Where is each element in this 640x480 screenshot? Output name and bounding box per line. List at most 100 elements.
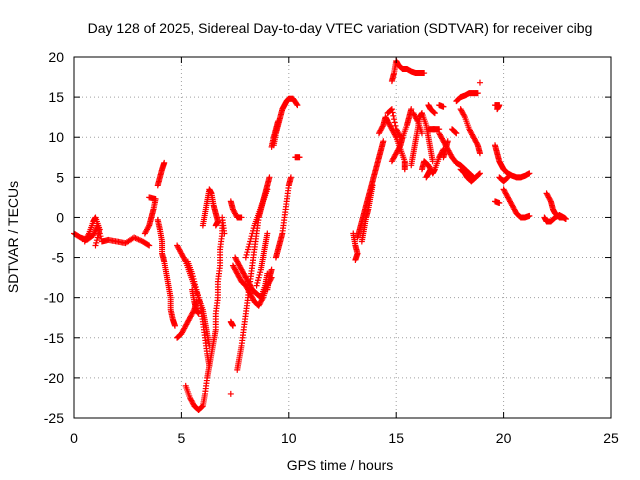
data-point — [275, 118, 282, 125]
data-point — [247, 238, 254, 245]
data-point — [95, 231, 102, 238]
data-point — [145, 223, 152, 230]
data-point — [92, 242, 99, 249]
y-tick-label: 15 — [48, 89, 64, 105]
data-point — [496, 200, 503, 207]
data-point — [264, 186, 271, 193]
data-point — [421, 70, 428, 77]
data-point — [429, 158, 436, 165]
x-tick-label: 25 — [603, 430, 619, 446]
data-point — [199, 403, 206, 410]
data-point — [474, 140, 481, 147]
y-tick-label: -15 — [44, 330, 64, 346]
data-point — [181, 257, 188, 264]
data-point — [390, 112, 397, 119]
data-point — [257, 269, 264, 276]
data-point — [352, 256, 359, 263]
data-point — [418, 130, 425, 137]
data-point — [227, 390, 234, 397]
data-point — [192, 281, 199, 288]
data-point — [293, 101, 300, 108]
y-tick-label: -25 — [44, 410, 64, 426]
y-tick-label: 0 — [56, 209, 64, 225]
x-tick-label: 20 — [496, 430, 512, 446]
data-point — [401, 166, 408, 173]
data-point — [244, 246, 251, 253]
data-point — [427, 166, 434, 173]
x-tick-label: 5 — [178, 430, 186, 446]
x-tick-label: 10 — [281, 430, 297, 446]
data-point — [476, 170, 483, 177]
data-point — [264, 230, 271, 237]
data-point — [391, 116, 398, 123]
data-point — [245, 243, 252, 250]
data-point — [146, 194, 153, 201]
data-point — [212, 222, 219, 229]
data-point — [85, 231, 92, 238]
data-point — [431, 110, 438, 117]
y-tick-labels: -25 -20 -15 -10 -5 0 5 10 15 20 — [44, 49, 64, 426]
data-point — [369, 182, 376, 189]
data-points — [71, 58, 569, 413]
data-point — [391, 119, 398, 126]
data-point — [146, 242, 153, 249]
data-point — [547, 197, 554, 204]
data-point — [94, 234, 101, 241]
x-tick-label: 0 — [70, 430, 78, 446]
data-point — [266, 174, 273, 181]
data-point — [413, 116, 420, 123]
y-tick-label: 20 — [48, 49, 64, 65]
data-point — [190, 275, 197, 282]
x-tick-labels: 0 5 10 15 20 25 — [70, 430, 619, 446]
data-point — [196, 297, 203, 304]
grid-lines — [74, 57, 611, 418]
data-point — [189, 273, 196, 280]
tick-marks — [73, 56, 612, 419]
data-point — [145, 241, 152, 248]
data-point — [229, 322, 236, 329]
data-point — [243, 251, 250, 258]
data-point — [560, 214, 567, 221]
data-point — [96, 229, 103, 236]
x-axis-label: GPS time / hours — [287, 457, 394, 473]
data-point — [453, 130, 460, 137]
data-point — [255, 277, 262, 284]
data-point — [194, 289, 201, 296]
data-point — [191, 278, 198, 285]
y-tick-label: -5 — [52, 250, 65, 266]
data-point — [408, 106, 415, 113]
data-point — [194, 291, 201, 298]
y-tick-label: -20 — [44, 370, 64, 386]
data-point — [476, 79, 483, 86]
data-point — [476, 150, 483, 157]
data-point — [476, 170, 483, 177]
data-point — [461, 112, 468, 119]
data-point — [431, 109, 438, 116]
data-point — [96, 226, 103, 233]
data-point — [396, 143, 403, 150]
y-tick-label: 10 — [48, 129, 64, 145]
x-tick-label: 15 — [388, 430, 404, 446]
data-point — [254, 279, 261, 286]
data-point — [197, 300, 204, 307]
data-point — [195, 310, 202, 317]
data-point — [238, 214, 245, 221]
data-point — [474, 90, 481, 97]
data-point — [246, 241, 253, 248]
data-point — [244, 249, 251, 256]
data-point — [392, 122, 399, 129]
data-point — [494, 106, 501, 113]
data-point — [380, 138, 387, 145]
data-point — [93, 237, 100, 244]
data-point — [161, 159, 168, 166]
data-point — [440, 103, 447, 110]
data-point — [247, 235, 254, 242]
data-point — [221, 230, 228, 237]
data-point — [504, 174, 511, 181]
data-point — [189, 270, 196, 277]
y-tick-label: -10 — [44, 290, 64, 306]
data-point — [526, 170, 533, 177]
plot-frame — [73, 56, 612, 419]
data-point — [294, 102, 301, 109]
data-point — [296, 154, 303, 161]
